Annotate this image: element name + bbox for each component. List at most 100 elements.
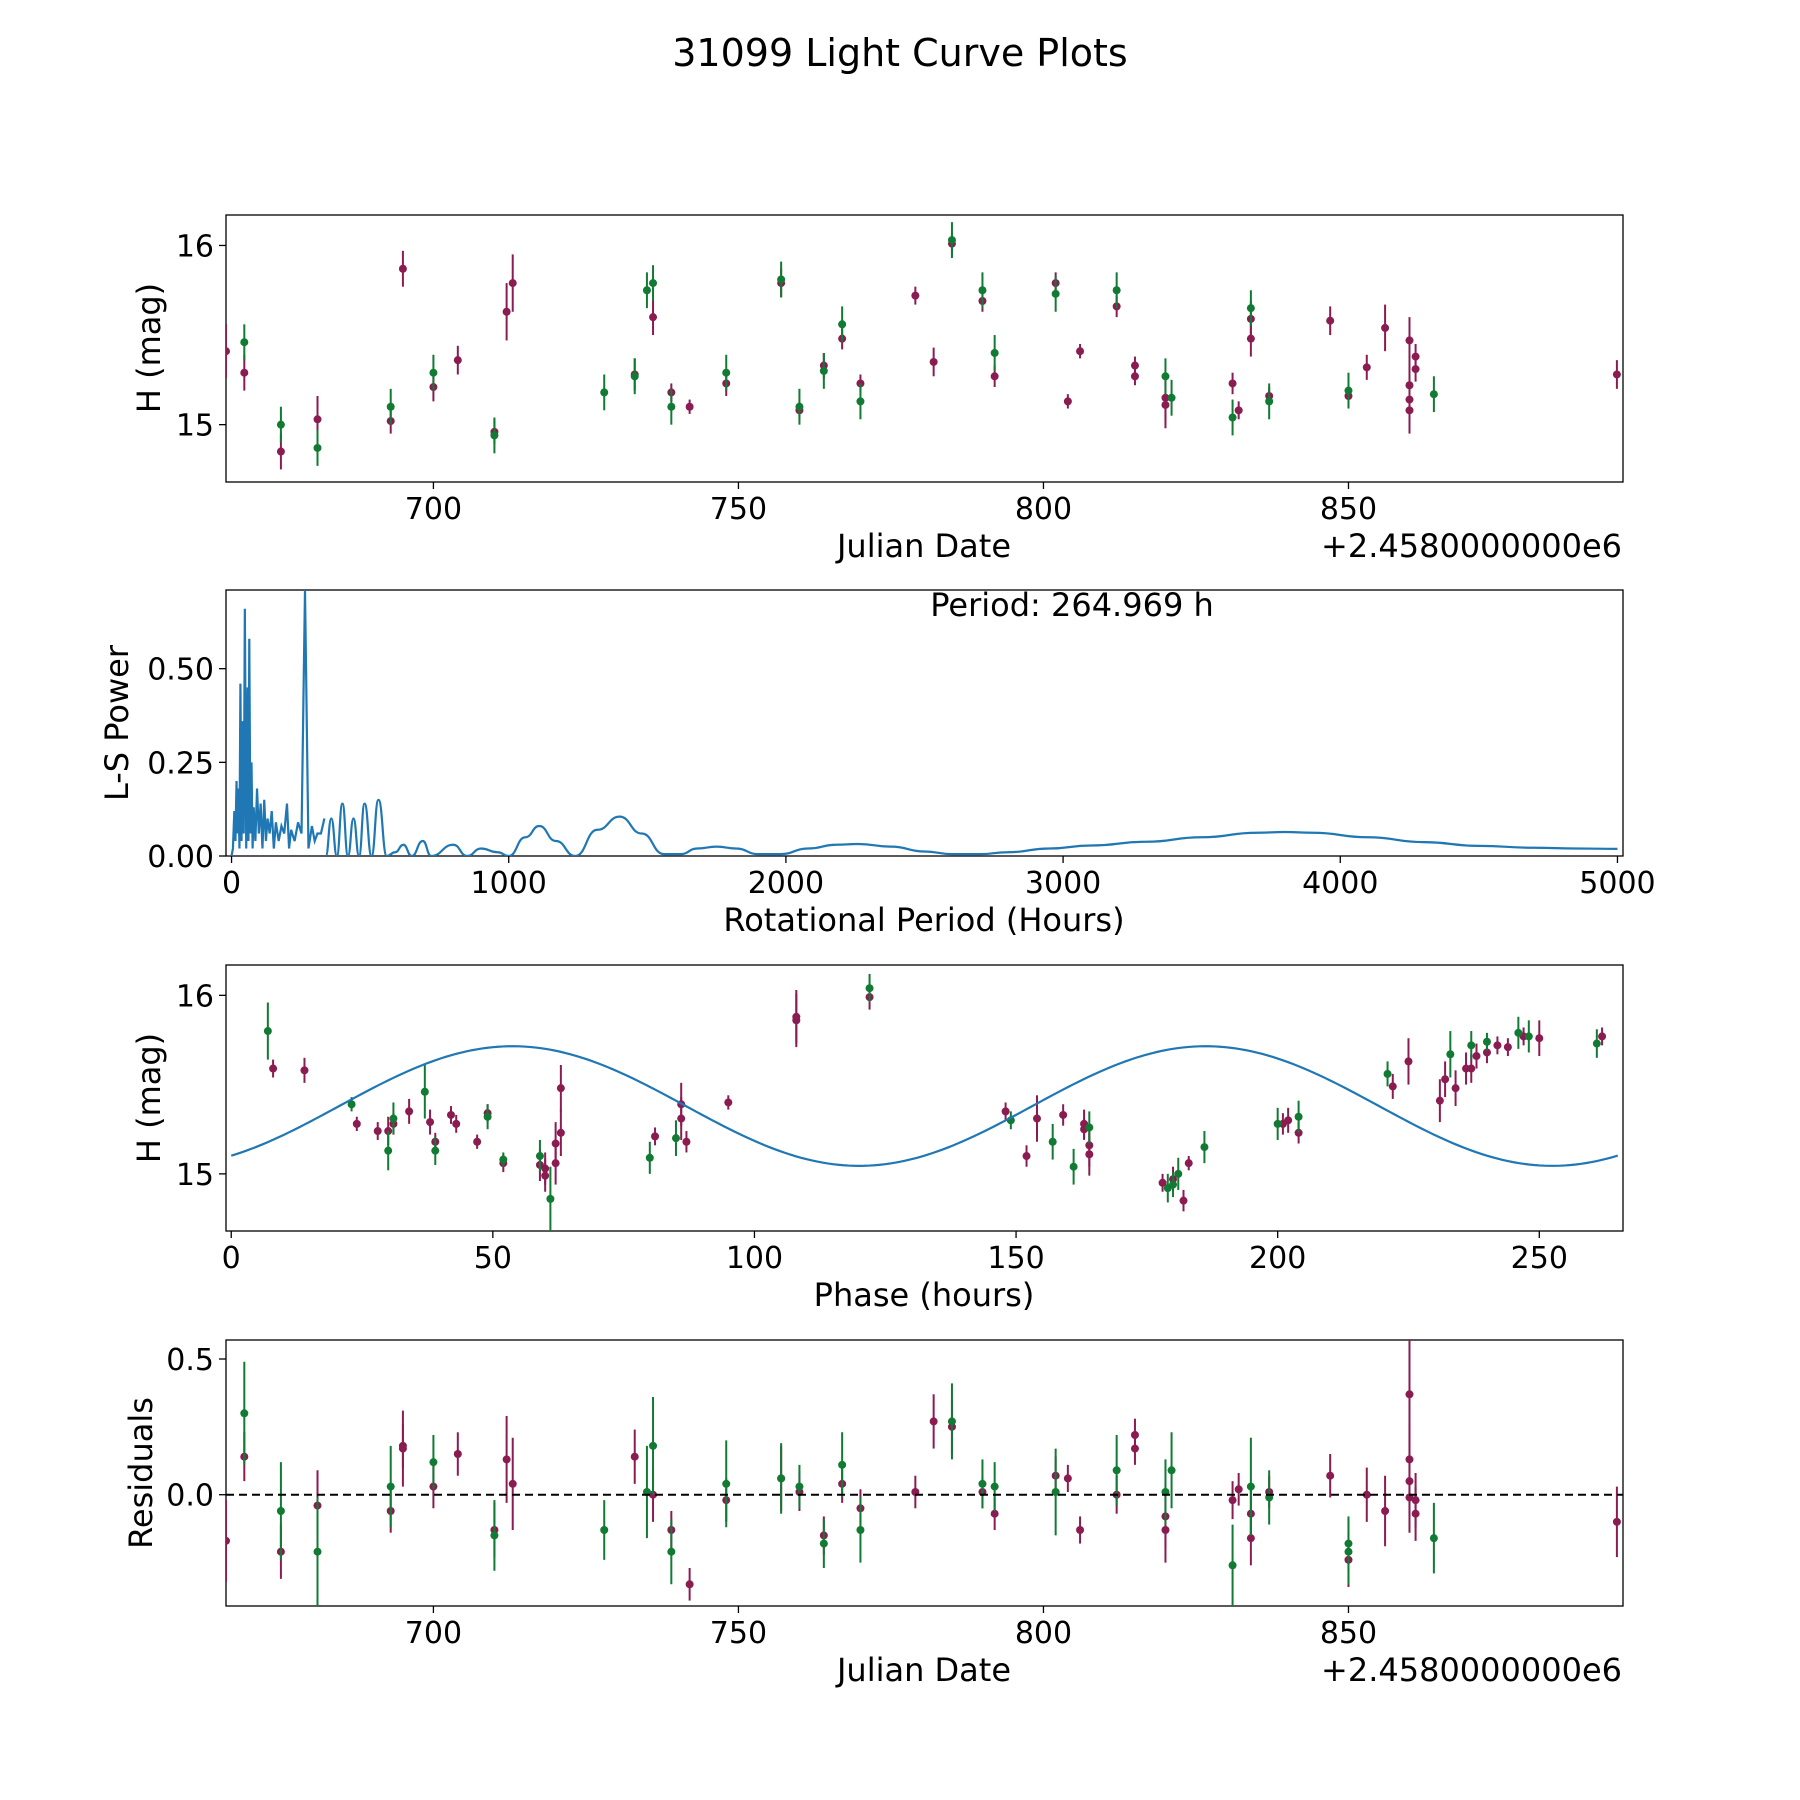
data-point xyxy=(276,420,285,429)
data-point xyxy=(508,279,517,288)
data-point xyxy=(1404,1057,1413,1066)
data-point xyxy=(1069,1162,1078,1171)
data-point xyxy=(911,291,920,300)
data-point xyxy=(724,1098,733,1107)
data-point xyxy=(1228,1496,1237,1505)
data-point xyxy=(1063,397,1072,406)
x-tick-label: 800 xyxy=(1015,492,1072,527)
y-tick-label: 0.25 xyxy=(147,746,214,781)
light-curve-ylabel: H (mag) xyxy=(130,283,168,413)
data-point xyxy=(429,1458,438,1467)
data-point xyxy=(1076,1526,1085,1534)
data-point xyxy=(373,1127,382,1136)
data-point xyxy=(1265,397,1274,406)
periodogram-panel: 0 1000 2000 3000 4000 5000 0.00 0.25 0.50 Period… xyxy=(98,586,1656,939)
data-point xyxy=(1467,1064,1476,1073)
data-point xyxy=(685,402,694,411)
data-point xyxy=(819,366,828,375)
x-tick-label: 850 xyxy=(1320,492,1377,527)
data-point xyxy=(1326,316,1335,325)
x-tick-label: 2000 xyxy=(748,866,824,901)
data-point xyxy=(600,1526,609,1534)
data-point xyxy=(431,1146,440,1155)
data-point xyxy=(600,388,609,397)
data-point xyxy=(1362,363,1371,372)
data-point xyxy=(1503,1043,1512,1052)
x-tick-label: 800 xyxy=(1015,1616,1072,1651)
data-point xyxy=(1467,1041,1476,1050)
data-point xyxy=(838,320,847,329)
data-point xyxy=(795,1482,804,1491)
data-point xyxy=(226,1536,230,1545)
data-point xyxy=(347,1100,356,1109)
y-tick-label: 0.5 xyxy=(166,1343,214,1378)
phase-axes-frame xyxy=(225,964,1624,1232)
plot-area xyxy=(226,1340,1623,1606)
data-point xyxy=(240,338,249,347)
y-tick-label: 0.0 xyxy=(166,1479,214,1514)
data-point xyxy=(1411,1496,1420,1505)
data-point xyxy=(429,368,438,377)
periodogram-marks xyxy=(230,590,1618,856)
data-point xyxy=(777,275,786,284)
data-point xyxy=(313,1547,322,1556)
data-point xyxy=(276,447,285,456)
data-point xyxy=(1228,413,1237,422)
y-tick-label: 0.50 xyxy=(147,653,214,688)
data-point xyxy=(1051,289,1060,298)
y-tick-label: 16 xyxy=(176,979,214,1014)
data-point xyxy=(1228,379,1237,388)
data-point xyxy=(630,1452,639,1461)
y-tick-label: 0.00 xyxy=(147,840,214,875)
data-point xyxy=(1167,1466,1176,1475)
data-point xyxy=(1112,1466,1121,1475)
periodogram-axes-frame xyxy=(225,589,1624,857)
data-point xyxy=(483,1112,492,1121)
x-tick-label: 5000 xyxy=(1579,866,1655,901)
periodogram-ylabel: L-S Power xyxy=(98,644,136,801)
x-tick-label: 850 xyxy=(1320,1616,1377,1651)
residuals-x-offset: +2.4580000000e6 xyxy=(1321,1651,1622,1689)
data-point xyxy=(1612,370,1621,379)
period-annotation: Period: 264.969 h xyxy=(930,586,1214,624)
data-point xyxy=(446,1110,455,1119)
data-point xyxy=(649,1441,658,1450)
data-point xyxy=(1179,1196,1188,1205)
data-point xyxy=(865,984,874,993)
data-point xyxy=(541,1171,550,1180)
data-point xyxy=(645,1153,654,1162)
data-point xyxy=(990,1482,999,1491)
data-point xyxy=(856,1526,865,1534)
data-point xyxy=(792,1016,801,1025)
data-point xyxy=(490,1531,499,1540)
x-tick-label: 0 xyxy=(222,866,241,901)
data-point xyxy=(1405,1390,1414,1399)
data-point xyxy=(1344,386,1353,395)
data-point xyxy=(947,1417,956,1426)
data-point xyxy=(1405,336,1414,345)
data-point xyxy=(819,1539,828,1548)
light-curve-ticks: 700 750 800 850 15 16 xyxy=(176,229,1377,527)
periodogram-xlabel: Rotational Period (Hours) xyxy=(723,901,1124,939)
x-tick-label: 200 xyxy=(1249,1241,1306,1276)
residuals-ticks: 700 750 800 850 0.0 0.5 xyxy=(166,1343,1377,1651)
data-point xyxy=(1344,1539,1353,1548)
x-tick-label: 250 xyxy=(1511,1241,1568,1276)
data-point xyxy=(651,1132,660,1141)
x-tick-label: 3000 xyxy=(1025,866,1101,901)
data-point xyxy=(1059,1110,1068,1119)
y-tick-label: 16 xyxy=(176,229,214,264)
data-point xyxy=(405,1107,414,1116)
data-point xyxy=(1130,1444,1139,1453)
data-point xyxy=(1063,1474,1072,1483)
data-point xyxy=(1435,1096,1444,1105)
data-point xyxy=(642,286,651,295)
phase-panel: 0 50 100 150 200 250 15 16 Phase (hours) H (mag… xyxy=(130,964,1624,1314)
data-point xyxy=(649,279,658,288)
data-point xyxy=(1429,1534,1438,1543)
data-point xyxy=(1535,1034,1544,1043)
x-tick-label: 700 xyxy=(405,492,462,527)
data-point xyxy=(1388,1082,1397,1091)
x-tick-label: 750 xyxy=(710,1616,767,1651)
